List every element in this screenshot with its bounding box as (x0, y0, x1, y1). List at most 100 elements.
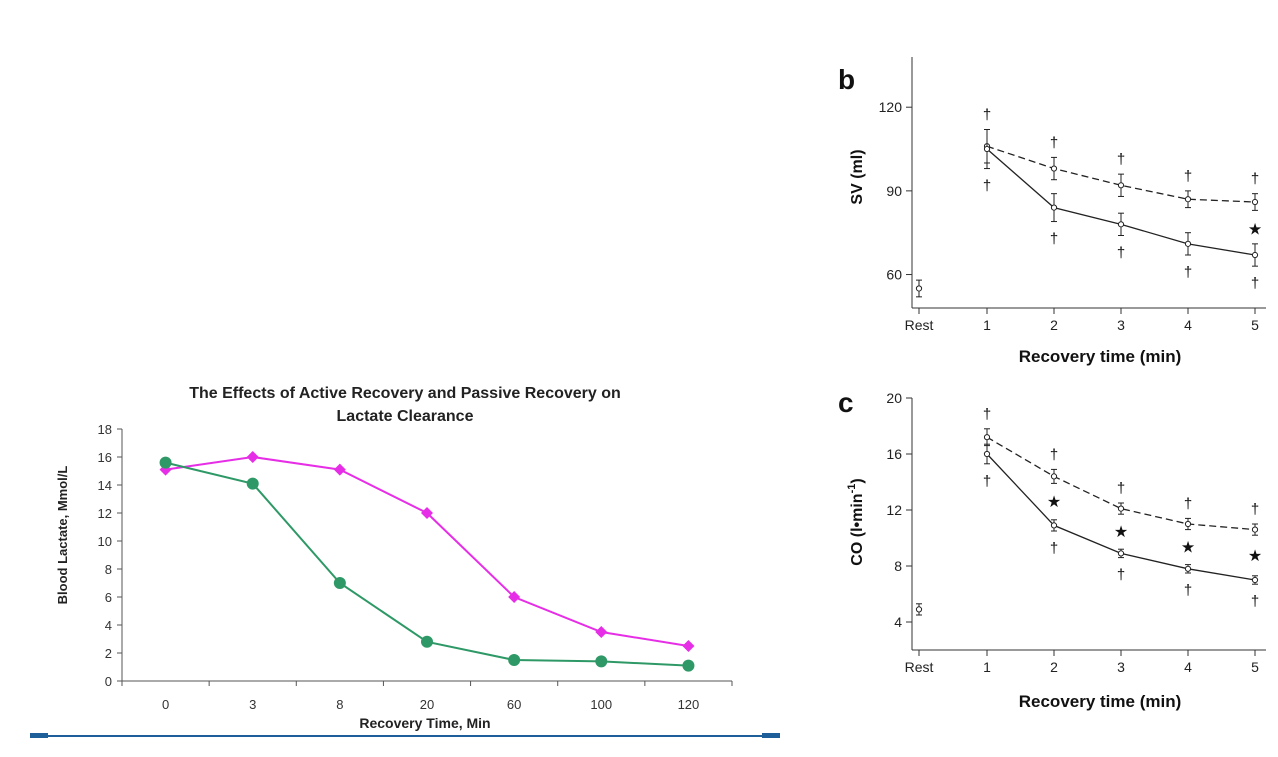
b-dagger-below: † (1117, 244, 1125, 261)
lactate-chart: The Effects of Active Recovery and Passi… (55, 385, 733, 731)
panel-c-y-label-main: CO (l•min (849, 493, 866, 565)
lactate-x-tick-label: 120 (678, 697, 700, 712)
c-star-marker: ★ (1248, 548, 1262, 565)
b-dagger-below: † (1251, 275, 1259, 292)
c-x-tick-label: Rest (905, 659, 934, 675)
panel-c-x-axis-label: Recovery time (min) (1019, 692, 1182, 711)
b-x-tick-label: 2 (1050, 317, 1058, 333)
b-dagger-above: † (983, 107, 991, 124)
c-dagger-above: † (1050, 446, 1058, 463)
panel-c-series (915, 428, 1259, 616)
c-x-tick-label: 2 (1050, 659, 1058, 675)
panel-c-y-label-end: ) (849, 478, 866, 483)
b-x-tick-label: 4 (1184, 317, 1192, 333)
lactate-point-diamond (595, 626, 608, 638)
lactate-x-tick-label: 100 (590, 697, 612, 712)
lactate-y-tick-label: 16 (98, 450, 112, 465)
lactate-x-tick-label: 0 (162, 697, 169, 712)
panel-b-chart: b SV (ml) Recovery time (min) 60 90 120 Re… (838, 57, 1266, 366)
panel-b-label: b (838, 64, 855, 95)
panel-c-chart: c CO (l•min-1) Recovery time (min) 48121… (838, 387, 1266, 711)
b-y-tick-label: 90 (886, 183, 902, 199)
lactate-y-tick-label: 12 (98, 506, 112, 521)
c-dagger-below: † (1050, 540, 1058, 557)
b-data-point (1184, 196, 1192, 203)
c-dagger-above: † (983, 406, 991, 423)
lactate-chart-title-line1: The Effects of Active Recovery and Passi… (189, 385, 621, 402)
b-dagger-above: † (1117, 151, 1125, 168)
b-star-marker: ★ (1248, 222, 1262, 239)
lactate-y-tick-label: 6 (105, 590, 112, 605)
panel-c-y-label-sup: -1 (846, 484, 858, 494)
b-dagger-above: † (1050, 134, 1058, 151)
c-data-point (1184, 565, 1192, 572)
c-data-point (1251, 576, 1259, 584)
b-y-tick-label: 120 (879, 99, 903, 115)
c-x-tick-label: 1 (983, 659, 991, 675)
c-y-tick-label: 16 (886, 446, 902, 462)
b-data-point (983, 145, 991, 153)
c-data-point (1050, 522, 1058, 529)
panel-b-series (915, 129, 1259, 298)
bottom-bar-left-cap (30, 733, 48, 738)
b-data-point (1117, 182, 1125, 189)
lactate-x-tick-label: 20 (420, 697, 434, 712)
lactate-point-circle (421, 635, 433, 648)
c-data-point (1050, 473, 1058, 480)
panel-c-x-ticks: Rest 1 2 3 4 5 (905, 650, 1259, 675)
lactate-point-diamond (246, 451, 259, 463)
b-data-point (1184, 240, 1192, 247)
c-star-marker: ★ (1114, 524, 1128, 541)
panel-c-y-ticks: 4 8 12 16 20 (886, 390, 912, 630)
lactate-point-circle (595, 655, 608, 668)
b-dagger-below: † (1050, 231, 1058, 248)
b-data-point (1251, 251, 1259, 259)
c-dagger-above: † (1184, 495, 1192, 512)
c-data-point (1117, 505, 1125, 512)
b-series-line-dashed (986, 145, 1256, 203)
lactate-point-diamond (333, 463, 346, 476)
c-dagger-below: † (1184, 582, 1192, 599)
b-dagger-below: † (983, 178, 991, 195)
c-series-line-solid (986, 453, 1256, 581)
c-dagger-below: † (983, 473, 991, 490)
lactate-y-tick-label: 10 (98, 534, 112, 549)
b-data-point (1050, 165, 1058, 172)
c-dagger-below: † (1251, 593, 1259, 610)
c-data-point (983, 450, 991, 458)
c-y-tick-label: 8 (894, 558, 902, 574)
lactate-point-diamond (421, 507, 433, 519)
lactate-point-circle (508, 654, 521, 666)
c-x-tick-label: 3 (1117, 659, 1125, 675)
lactate-x-axis-label: Recovery Time, Min (359, 715, 490, 731)
lactate-chart-title-line2: Lactate Clearance (337, 408, 474, 425)
lactate-x-tick-label: 8 (336, 697, 343, 712)
panel-c-annotations: † † † † † † † † † † ★ ★ ★ ★ (983, 406, 1262, 610)
c-dagger-above: † (1251, 501, 1259, 518)
c-dagger-below: † (1117, 567, 1125, 584)
panel-b-x-ticks: Rest 1 2 3 4 5 (905, 308, 1259, 333)
lactate-point-diamond (508, 591, 521, 603)
b-data-point (1050, 204, 1058, 211)
c-rest-point (915, 606, 923, 613)
lactate-point-diamond (682, 640, 695, 652)
lactate-y-ticks: 0 2 4 6 8 10 12 14 16 18 (98, 422, 122, 689)
lactate-y-axis-label: Blood Lactate, Mmol/L (55, 466, 70, 605)
c-data-point (1184, 520, 1192, 528)
b-dagger-above: † (1251, 171, 1259, 188)
b-x-tick-label: 3 (1117, 317, 1125, 333)
lactate-series-line-2 (165, 461, 689, 667)
lactate-x-ticks: 0 3 8 20 60 100 120 (121, 681, 733, 712)
b-x-tick-label: Rest (905, 317, 934, 333)
b-x-tick-label: 5 (1251, 317, 1259, 333)
b-rest-point (915, 285, 923, 292)
c-dagger-above: † (1117, 480, 1125, 497)
lactate-y-tick-label: 4 (105, 618, 112, 633)
lactate-series-line-1 (165, 455, 689, 647)
bottom-bar-right-cap (762, 733, 780, 738)
lactate-y-tick-label: 0 (105, 674, 112, 689)
b-x-tick-label: 1 (983, 317, 991, 333)
b-y-tick-label: 60 (886, 267, 902, 283)
c-x-tick-label: 5 (1251, 659, 1259, 675)
